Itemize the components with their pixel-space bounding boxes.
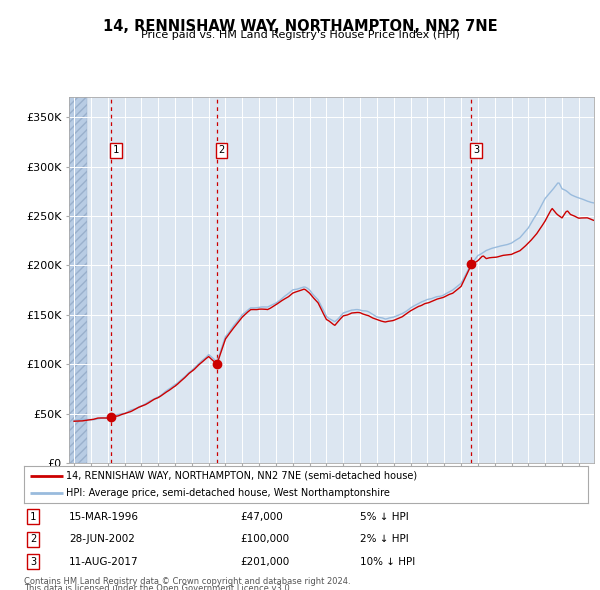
Text: 14, RENNISHAW WAY, NORTHAMPTON, NN2 7NE (semi-detached house): 14, RENNISHAW WAY, NORTHAMPTON, NN2 7NE … bbox=[66, 471, 418, 480]
Text: 1: 1 bbox=[113, 145, 119, 155]
Text: 10% ↓ HPI: 10% ↓ HPI bbox=[360, 557, 415, 566]
Bar bbox=[69, 97, 86, 463]
Text: £47,000: £47,000 bbox=[240, 512, 283, 522]
Text: 2% ↓ HPI: 2% ↓ HPI bbox=[360, 535, 409, 544]
Text: 14, RENNISHAW WAY, NORTHAMPTON, NN2 7NE: 14, RENNISHAW WAY, NORTHAMPTON, NN2 7NE bbox=[103, 19, 497, 34]
Text: This data is licensed under the Open Government Licence v3.0.: This data is licensed under the Open Gov… bbox=[24, 584, 292, 590]
Text: Contains HM Land Registry data © Crown copyright and database right 2024.: Contains HM Land Registry data © Crown c… bbox=[24, 577, 350, 586]
Text: 11-AUG-2017: 11-AUG-2017 bbox=[69, 557, 139, 566]
Text: 2: 2 bbox=[218, 145, 225, 155]
Text: 1: 1 bbox=[30, 512, 36, 522]
Text: 2: 2 bbox=[30, 535, 36, 544]
Text: 3: 3 bbox=[30, 557, 36, 566]
Text: HPI: Average price, semi-detached house, West Northamptonshire: HPI: Average price, semi-detached house,… bbox=[66, 488, 390, 497]
Text: 15-MAR-1996: 15-MAR-1996 bbox=[69, 512, 139, 522]
Text: Price paid vs. HM Land Registry's House Price Index (HPI): Price paid vs. HM Land Registry's House … bbox=[140, 30, 460, 40]
Text: 5% ↓ HPI: 5% ↓ HPI bbox=[360, 512, 409, 522]
Text: £100,000: £100,000 bbox=[240, 535, 289, 544]
Text: 3: 3 bbox=[473, 145, 479, 155]
Text: 28-JUN-2002: 28-JUN-2002 bbox=[69, 535, 135, 544]
Text: £201,000: £201,000 bbox=[240, 557, 289, 566]
